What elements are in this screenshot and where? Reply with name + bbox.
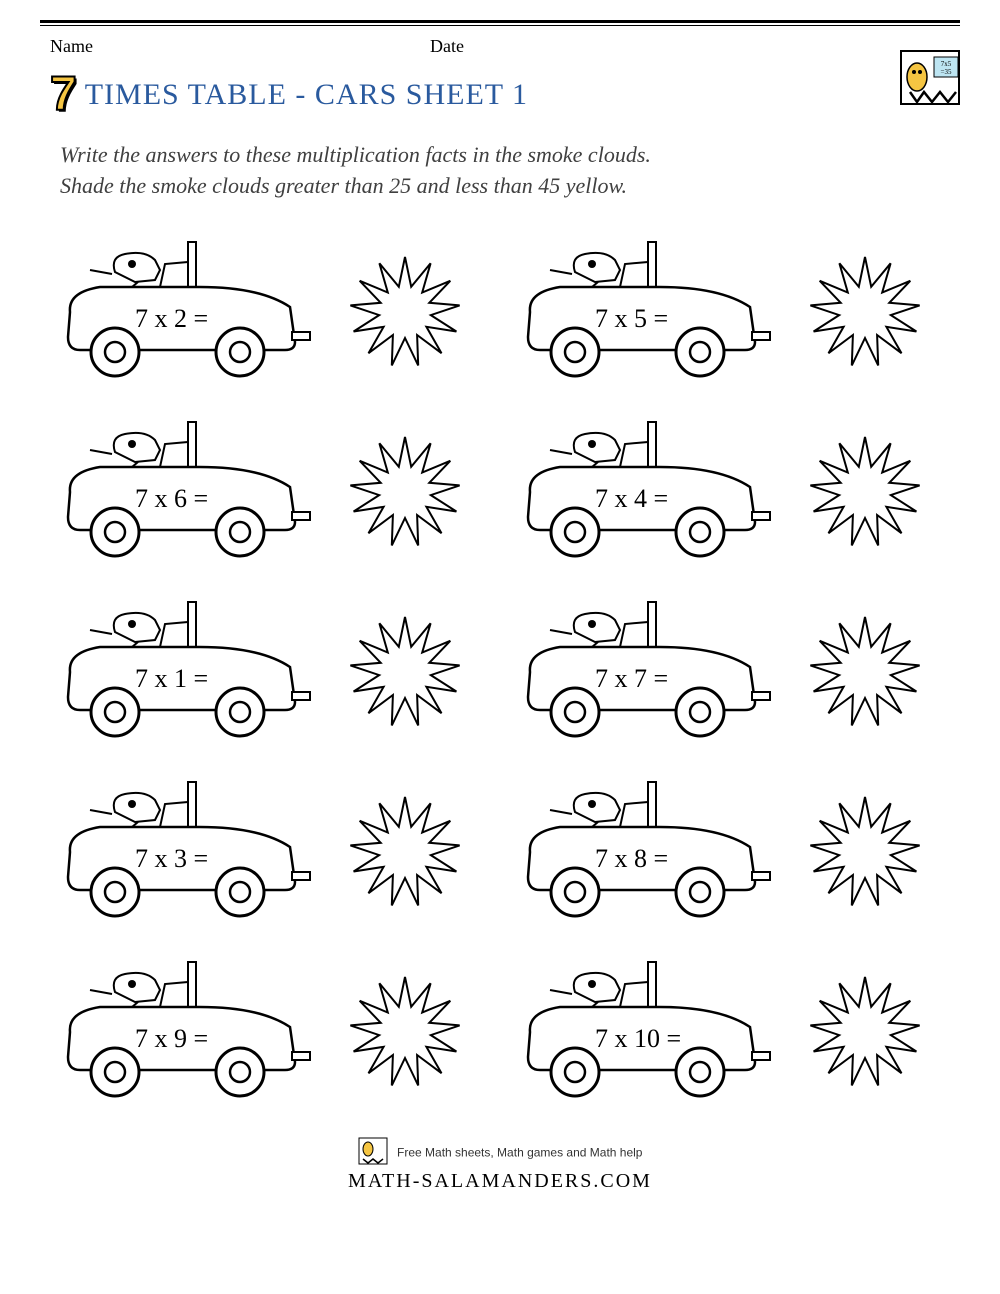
- problem-unit: 7 x 4 =: [520, 412, 940, 562]
- car-icon: 7 x 4 =: [520, 412, 790, 562]
- problem-unit: 7 x 8 =: [520, 772, 940, 922]
- smoke-cloud-icon: [795, 972, 935, 1092]
- date-label: Date: [430, 36, 464, 57]
- problem-unit: 7 x 1 =: [60, 592, 480, 742]
- equation-text: 7 x 9 =: [135, 1024, 208, 1053]
- header-row: Name Date: [40, 36, 960, 57]
- top-rule: [40, 20, 960, 26]
- equation-text: 7 x 1 =: [135, 664, 208, 693]
- equation-text: 7 x 3 =: [135, 844, 208, 873]
- smoke-cloud-icon: [335, 972, 475, 1092]
- footer-site: MATH-SALAMANDERS.COM: [40, 1170, 960, 1193]
- smoke-cloud-icon: [335, 792, 475, 912]
- problem-unit: 7 x 3 =: [60, 772, 480, 922]
- smoke-cloud-icon: [795, 252, 935, 372]
- car-icon: 7 x 6 =: [60, 412, 330, 562]
- equation-text: 7 x 7 =: [595, 664, 668, 693]
- smoke-cloud-icon: [335, 432, 475, 552]
- equation-text: 7 x 10 =: [595, 1024, 681, 1053]
- smoke-cloud-icon: [335, 612, 475, 732]
- footer-tagline: Free Math sheets, Math games and Math he…: [397, 1145, 642, 1159]
- car-icon: 7 x 5 =: [520, 232, 790, 382]
- problem-unit: 7 x 10 =: [520, 952, 940, 1102]
- car-icon: 7 x 9 =: [60, 952, 330, 1102]
- svg-text:7x5: 7x5: [941, 60, 952, 68]
- smoke-cloud-icon: [795, 432, 935, 552]
- car-icon: 7 x 7 =: [520, 592, 790, 742]
- problem-unit: 7 x 9 =: [60, 952, 480, 1102]
- problem-unit: 7 x 5 =: [520, 232, 940, 382]
- problem-unit: 7 x 6 =: [60, 412, 480, 562]
- smoke-cloud-icon: [335, 252, 475, 372]
- footer-logo-icon: [358, 1137, 388, 1170]
- car-icon: 7 x 10 =: [520, 952, 790, 1102]
- title-number: 7: [50, 67, 77, 122]
- equation-text: 7 x 4 =: [595, 484, 668, 513]
- equation-text: 7 x 8 =: [595, 844, 668, 873]
- problem-grid: 7 x 2 = 7 x 5 = 7 x 6 =: [40, 232, 960, 1102]
- equation-text: 7 x 5 =: [595, 304, 668, 333]
- equation-text: 7 x 2 =: [135, 304, 208, 333]
- logo-icon: 7x5 =35: [900, 50, 960, 105]
- instructions: Write the answers to these multiplicatio…: [60, 140, 950, 202]
- equation-text: 7 x 6 =: [135, 484, 208, 513]
- footer: Free Math sheets, Math games and Math he…: [40, 1137, 960, 1193]
- title-text: TIMES TABLE - CARS SHEET 1: [85, 78, 528, 112]
- svg-text:=35: =35: [941, 68, 952, 76]
- title-row: 7 TIMES TABLE - CARS SHEET 1: [50, 67, 960, 122]
- car-icon: 7 x 1 =: [60, 592, 330, 742]
- car-icon: 7 x 8 =: [520, 772, 790, 922]
- car-icon: 7 x 3 =: [60, 772, 330, 922]
- instruction-line-2: Shade the smoke clouds greater than 25 a…: [60, 171, 950, 202]
- car-icon: 7 x 2 =: [60, 232, 330, 382]
- instruction-line-1: Write the answers to these multiplicatio…: [60, 140, 950, 171]
- worksheet-page: Name Date 7x5 =35 7 TIMES TABLE - CARS S…: [0, 0, 1000, 1213]
- problem-unit: 7 x 2 =: [60, 232, 480, 382]
- smoke-cloud-icon: [795, 792, 935, 912]
- problem-unit: 7 x 7 =: [520, 592, 940, 742]
- smoke-cloud-icon: [795, 612, 935, 732]
- name-label: Name: [50, 36, 93, 57]
